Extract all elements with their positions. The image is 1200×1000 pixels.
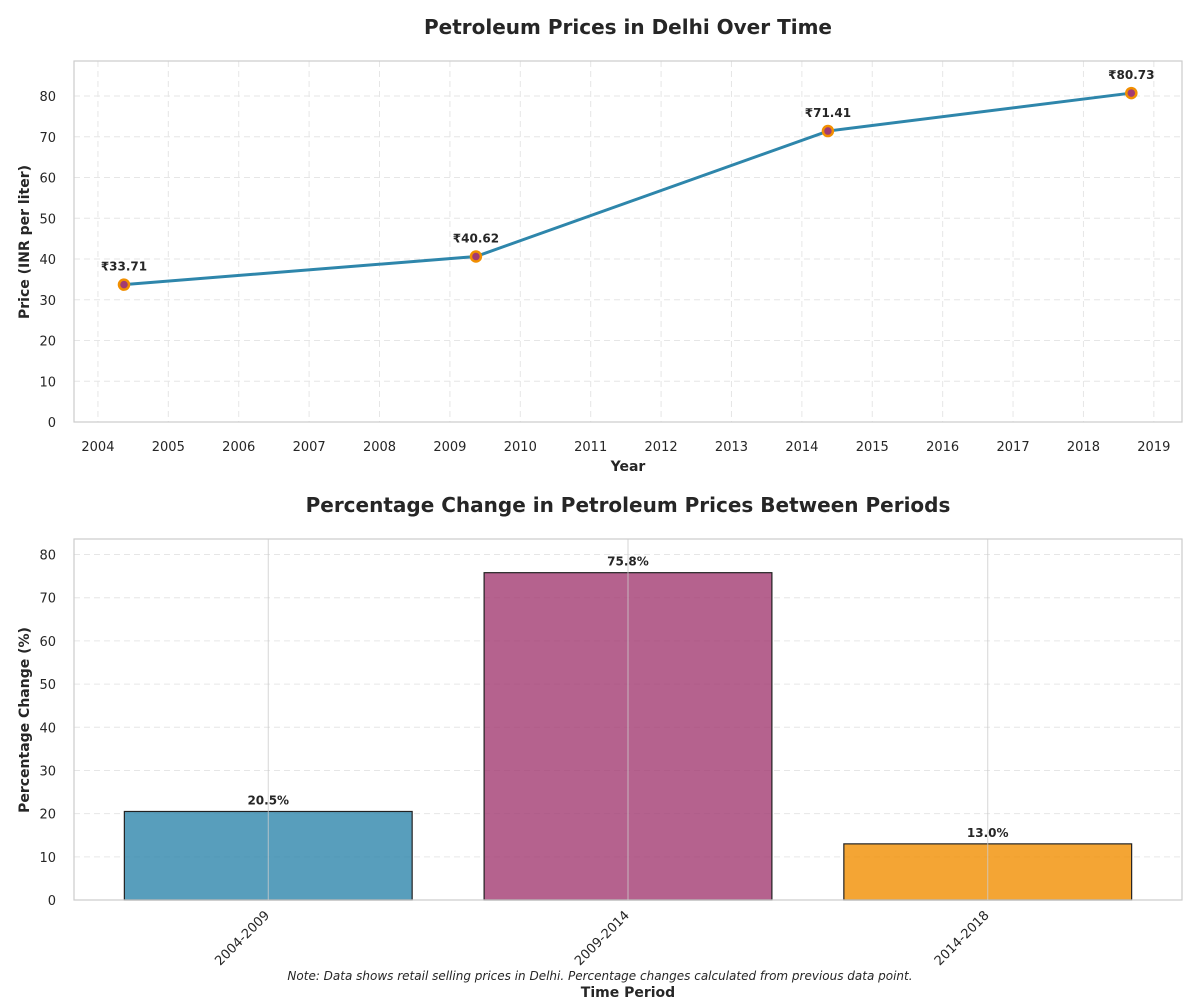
bar-chart-x-tick-label: 2009-2014 [572, 908, 633, 969]
bar-chart-y-tick-label: 70 [39, 592, 56, 607]
line-chart-x-tick-label: 2015 [856, 440, 889, 455]
price-data-label: ₹71.41 [805, 106, 851, 120]
line-chart-x-tick-label: 2014 [785, 440, 818, 455]
line-chart-y-ticks: 0 10 20 30 40 50 60 70 80 [39, 90, 56, 431]
bar-chart-y-tick-label: 10 [39, 851, 56, 866]
line-chart-x-tick-label: 2011 [574, 440, 607, 455]
price-point [469, 250, 483, 263]
line-chart-x-tick-label: 2016 [926, 440, 959, 455]
percentage-bar-chart: Percentage Change in Petroleum Prices Be… [17, 493, 1183, 1000]
line-chart-y-tick-label: 40 [39, 253, 56, 268]
bar-chart-vertical-grid [267, 539, 989, 900]
price-data-label: ₹80.73 [1108, 68, 1154, 82]
line-chart-x-label: Year [610, 459, 646, 475]
price-point [821, 124, 835, 138]
line-chart-x-tick-label: 2019 [1137, 440, 1170, 455]
price-data-label: ₹40.62 [453, 231, 499, 245]
bar-chart-data-labels: 20.5% 75.8% 13.0% [247, 555, 1008, 840]
line-chart-plot-area [73, 60, 1183, 423]
footnote: Note: Data shows retail selling prices i… [287, 969, 912, 983]
bar-chart-y-tick-label: 20 [39, 808, 56, 823]
line-chart-y-label: Price (INR per liter) [17, 165, 33, 319]
line-chart-x-tick-label: 2017 [997, 440, 1030, 455]
line-chart-y-tick-label: 50 [39, 212, 56, 227]
price-point [117, 278, 131, 291]
bar-chart-x-tick-label: 2004-2009 [212, 908, 273, 969]
bar-chart-y-tick-label: 80 [39, 549, 56, 564]
bar-chart-title: Percentage Change in Petroleum Prices Be… [306, 493, 951, 517]
line-chart-y-tick-label: 60 [39, 172, 56, 187]
line-chart-x-tick-label: 2006 [222, 440, 255, 455]
line-chart-y-tick-label: 30 [39, 294, 56, 309]
line-chart-x-tick-label: 2009 [433, 440, 466, 455]
line-chart-x-tick-label: 2007 [293, 440, 326, 455]
line-chart-x-tick-label: 2013 [715, 440, 748, 455]
line-chart-x-tick-label: 2010 [504, 440, 537, 455]
price-series-points: ₹33.71 ₹40.62 ₹71.41 ₹80.73 [101, 68, 1154, 291]
line-chart-y-tick-label: 80 [39, 90, 56, 105]
bar-chart-y-label: Percentage Change (%) [17, 627, 33, 813]
bar-chart-y-tick-label: 30 [39, 764, 56, 779]
bar-data-label: 75.8% [607, 555, 649, 569]
bar-chart-x-tick-label: 2014-2018 [932, 908, 993, 969]
bar-chart-x-label: Time Period [581, 985, 675, 1000]
line-chart-y-tick-label: 0 [48, 416, 56, 431]
bar-chart-y-tick-label: 0 [48, 894, 56, 909]
line-chart-y-tick-label: 10 [39, 375, 56, 390]
price-series-line [123, 91, 1132, 287]
bar-chart-plot-area [73, 538, 1183, 901]
bar-data-label: 20.5% [247, 793, 289, 807]
line-chart-x-tick-label: 2004 [81, 440, 114, 455]
price-line-chart: Petroleum Prices in Delhi Over Time 2004… [17, 15, 1183, 475]
price-point [1125, 86, 1138, 100]
line-chart-grid [74, 61, 1182, 423]
bar-chart-y-tick-label: 50 [39, 678, 56, 693]
bar-chart-y-ticks: 0 10 20 30 40 50 60 70 80 [39, 549, 56, 909]
line-chart-y-tick-label: 20 [39, 335, 56, 350]
line-chart-title: Petroleum Prices in Delhi Over Time [424, 15, 832, 39]
line-chart-x-ticks: 2004 2005 2006 2007 2008 2009 2010 2011 2012 2013… [81, 440, 1170, 455]
line-chart-x-tick-label: 2005 [152, 440, 185, 455]
line-chart-x-tick-label: 2018 [1067, 440, 1100, 455]
bar-data-label: 13.0% [967, 826, 1009, 840]
line-chart-x-tick-label: 2008 [363, 440, 396, 455]
bar-chart-y-tick-label: 60 [39, 635, 56, 650]
price-data-label: ₹33.71 [101, 260, 147, 274]
line-chart-x-tick-label: 2012 [645, 440, 678, 455]
line-chart-y-tick-label: 70 [39, 131, 56, 146]
bar-chart-y-tick-label: 40 [39, 721, 56, 736]
bar-chart-x-ticks: 2004-2009 2009-2014 2014-2018 [212, 908, 992, 969]
